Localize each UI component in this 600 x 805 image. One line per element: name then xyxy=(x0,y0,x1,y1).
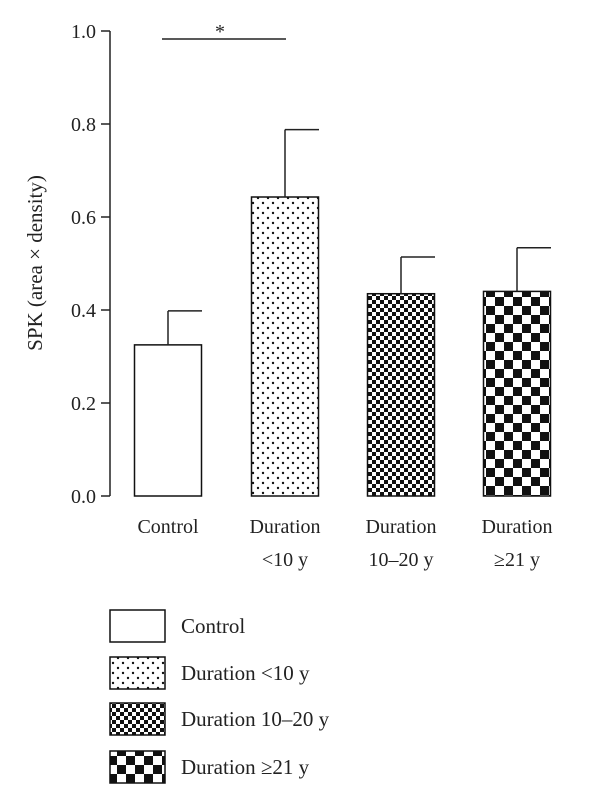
bar-1 xyxy=(133,344,203,497)
error-bars xyxy=(167,128,551,345)
legend-swatch-4 xyxy=(109,750,166,784)
legend-swatch-2 xyxy=(109,656,166,690)
y-tick-label: 0.2 xyxy=(71,393,96,415)
x-tick-labels: Control Duration <10 y Duration 10–20 y Durat… xyxy=(137,516,552,571)
legend: Control Duration <10 y Duration 10–20 y Dur… xyxy=(109,609,330,784)
significance-star: * xyxy=(215,21,225,43)
bar-2 xyxy=(250,196,320,497)
x-tick-label: Duration xyxy=(481,516,552,538)
x-tick-label-line2: ≥21 y xyxy=(494,549,540,571)
y-tick-label: 0.6 xyxy=(71,207,96,229)
legend-label-3: Duration 10–20 y xyxy=(181,707,330,731)
y-axis: 0.0 0.2 0.4 0.6 0.8 1.0 xyxy=(71,21,111,508)
x-tick-label: Duration xyxy=(365,516,436,538)
y-tick-label: 0.0 xyxy=(71,486,96,508)
legend-label-1: Control xyxy=(181,614,245,638)
legend-label-4: Duration ≥21 y xyxy=(181,755,310,779)
x-tick-label: Duration xyxy=(249,516,320,538)
y-ticks: 0.0 0.2 0.4 0.6 0.8 1.0 xyxy=(71,21,110,508)
legend-swatch-3 xyxy=(109,702,166,736)
y-tick-label: 0.4 xyxy=(71,300,96,322)
legend-label-2: Duration <10 y xyxy=(181,661,310,685)
bar-3 xyxy=(366,292,436,497)
bar-4 xyxy=(482,290,552,497)
significance-bracket: * xyxy=(162,21,286,43)
legend-swatch-1 xyxy=(109,609,166,643)
x-tick-label-line2: 10–20 y xyxy=(369,549,434,571)
y-tick-label: 0.8 xyxy=(71,114,96,136)
x-tick-label: Control xyxy=(137,516,199,538)
y-tick-label: 1.0 xyxy=(71,21,96,43)
y-axis-title: SPK (area × density) xyxy=(23,175,47,351)
bars xyxy=(133,196,552,497)
x-tick-label-line2: <10 y xyxy=(262,549,308,571)
